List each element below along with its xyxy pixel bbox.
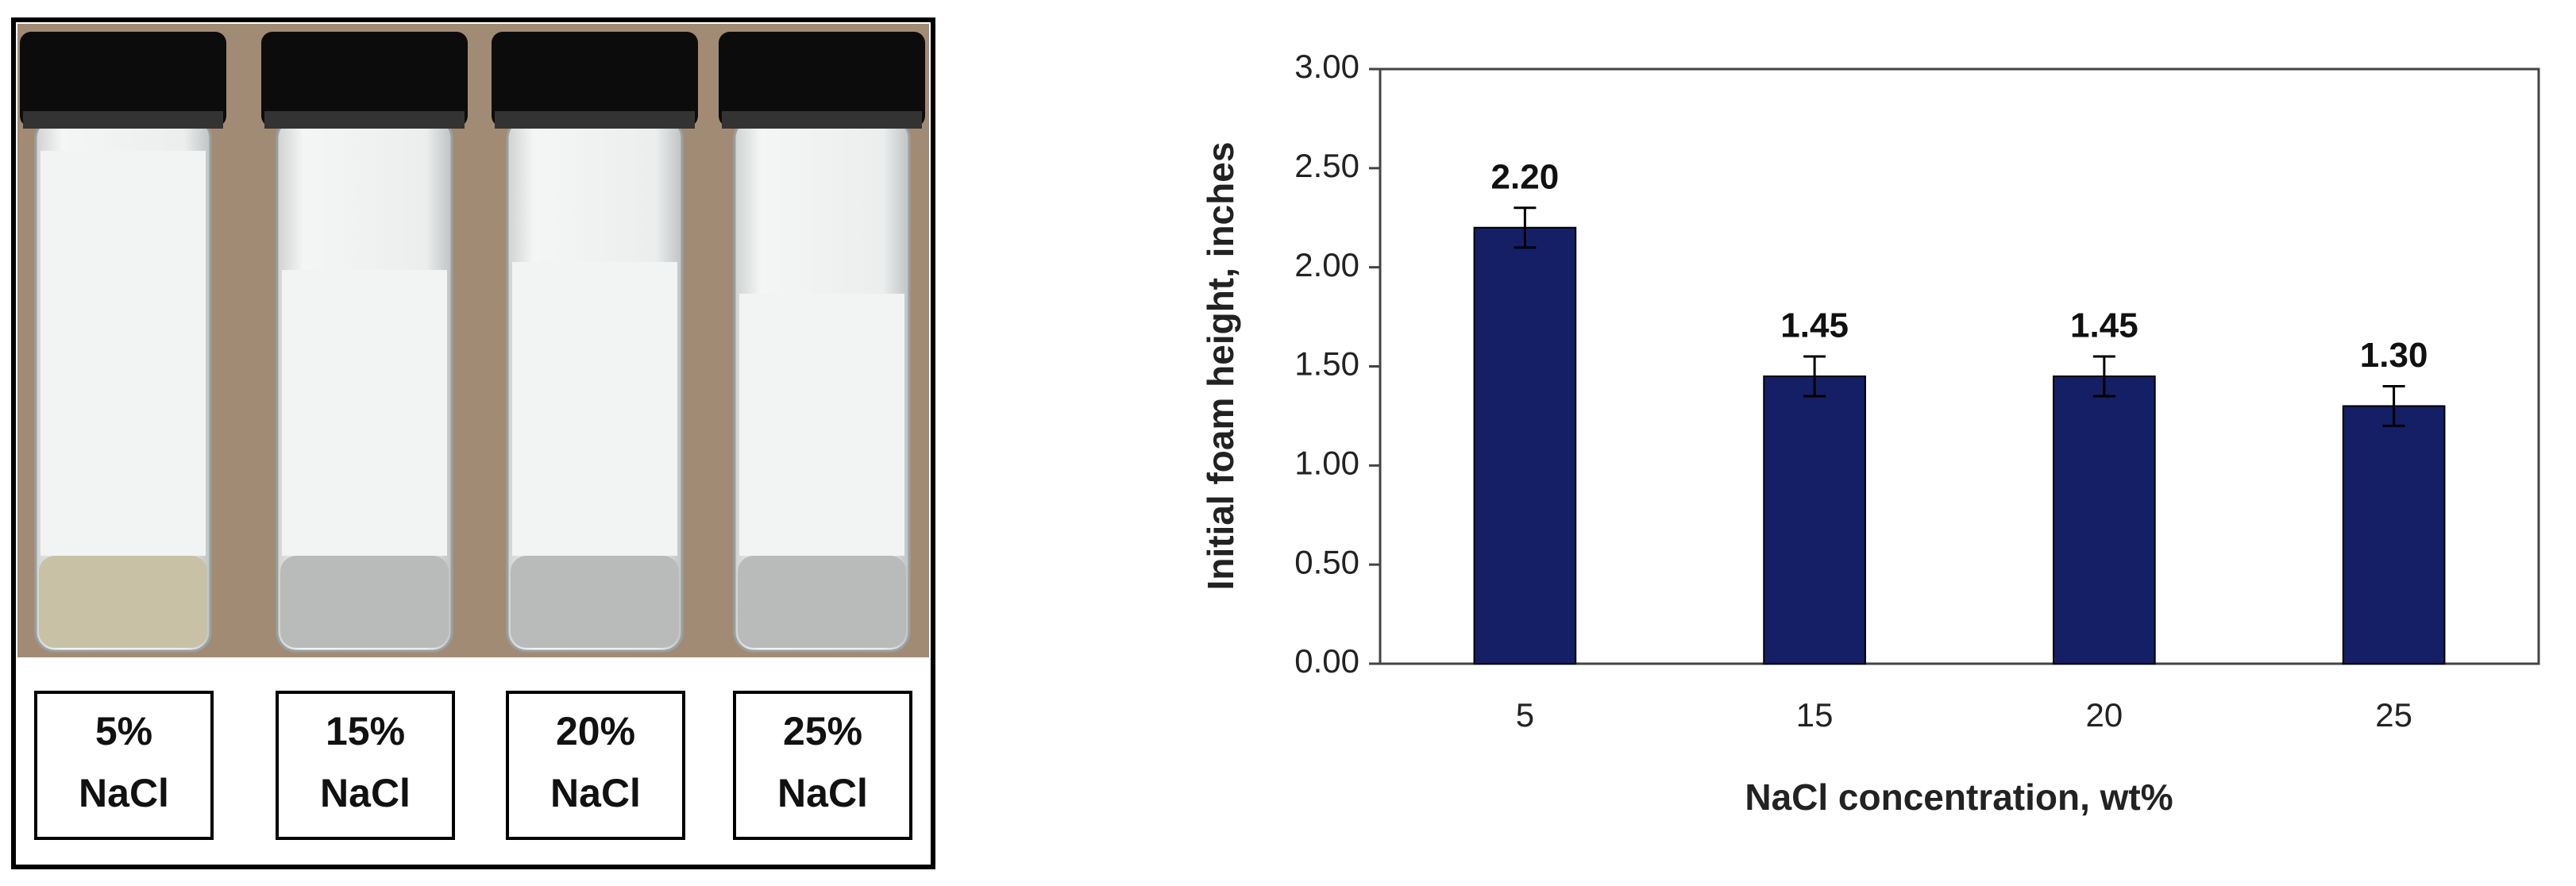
sample-label: 5% [95,709,152,753]
cap-rim [722,111,922,129]
cap-rim [495,111,695,129]
photo-panel: 5% NaCl 15% NaCl 20% NaCl 25% NaCl [11,17,935,869]
y-tick-label: 1.00 [1294,444,1359,481]
vial-cap [492,32,698,127]
vial-foam [282,270,447,556]
vial-liquid [39,556,207,648]
bar [1473,226,1577,664]
value-label: 1.45 [1780,306,1849,345]
bar [2053,375,2156,664]
label-box [34,691,214,840]
value-label: 1.30 [2360,336,2428,375]
sample-label: 20% [556,709,635,753]
vial-cap [719,32,925,127]
error-bar [1803,355,1826,398]
error-bar [1514,206,1537,249]
label-box [276,691,455,840]
sample-label: NaCl [79,771,169,815]
label-box [733,691,912,840]
cap-rim [264,111,465,129]
x-tick-label: 20 [2086,696,2123,734]
vial-foam [739,294,904,556]
vial-liquid [738,556,906,648]
x-axis-title: NaCl concentration, wt% [1745,776,2173,818]
x-tick-label: 15 [1796,696,1834,734]
chart: NaCl concentration, wt% Initial foam hei… [1200,48,2540,818]
sample-label: NaCl [320,771,411,815]
x-tick-label: 25 [2375,696,2412,734]
y-tick-label: 0.50 [1294,543,1359,580]
cap-rim [23,111,223,129]
vial-cap [261,32,468,127]
y-tick-label: 0.00 [1294,642,1359,680]
vial-liquid [280,556,449,648]
vial-foam [40,151,206,556]
label-box [506,691,685,840]
sample-label: NaCl [777,771,868,815]
value-label: 1.45 [2070,306,2138,345]
bar [2342,405,2446,664]
bar [1763,375,1866,664]
y-tick-label: 1.50 [1294,345,1359,383]
sample-label: NaCl [550,771,641,815]
error-bar [2382,384,2405,427]
value-label: 2.20 [1491,157,1560,196]
vial-foam [512,262,677,556]
x-tick-label: 5 [1516,696,1534,734]
y-axis-title: Initial foam height, inches [1200,142,1241,591]
y-tick-label: 2.50 [1294,147,1359,184]
y-tick-label: 2.00 [1294,246,1359,283]
vial-liquid [511,556,679,648]
y-tick-label: 3.00 [1294,48,1359,85]
sample-label: 15% [326,709,405,753]
vial-cap [20,32,226,127]
error-bar [2092,355,2115,398]
sample-label: 25% [783,709,862,753]
